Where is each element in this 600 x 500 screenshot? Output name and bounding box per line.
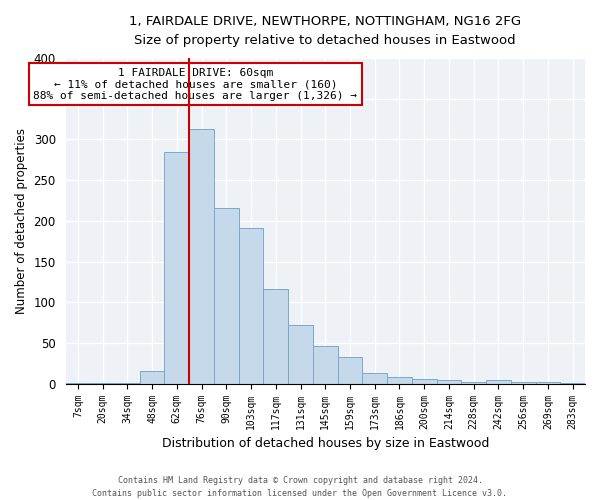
Bar xyxy=(214,208,239,384)
Title: 1, FAIRDALE DRIVE, NEWTHORPE, NOTTINGHAM, NG16 2FG
Size of property relative to : 1, FAIRDALE DRIVE, NEWTHORPE, NOTTINGHAM… xyxy=(129,15,521,47)
Bar xyxy=(115,383,140,384)
X-axis label: Distribution of detached houses by size in Eastwood: Distribution of detached houses by size … xyxy=(161,437,489,450)
Bar xyxy=(140,370,164,384)
Bar xyxy=(536,382,560,384)
Bar xyxy=(239,228,263,384)
Bar xyxy=(313,346,338,384)
Bar xyxy=(412,379,437,384)
Bar xyxy=(560,383,585,384)
Bar xyxy=(437,380,461,384)
Bar xyxy=(362,373,387,384)
Bar xyxy=(461,382,486,384)
Bar xyxy=(263,289,288,384)
Bar xyxy=(90,383,115,384)
Bar xyxy=(387,377,412,384)
Bar xyxy=(511,382,536,384)
Y-axis label: Number of detached properties: Number of detached properties xyxy=(15,128,28,314)
Bar xyxy=(288,325,313,384)
Text: Contains HM Land Registry data © Crown copyright and database right 2024.
Contai: Contains HM Land Registry data © Crown c… xyxy=(92,476,508,498)
Bar xyxy=(164,152,189,384)
Bar xyxy=(338,357,362,384)
Text: 1 FAIRDALE DRIVE: 60sqm
← 11% of detached houses are smaller (160)
88% of semi-d: 1 FAIRDALE DRIVE: 60sqm ← 11% of detache… xyxy=(34,68,358,101)
Bar xyxy=(486,380,511,384)
Bar xyxy=(189,129,214,384)
Bar xyxy=(65,383,90,384)
